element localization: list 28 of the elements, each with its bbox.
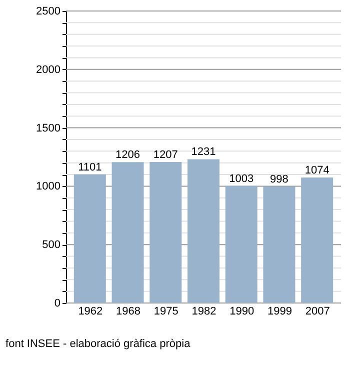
bar [112,162,144,303]
bar [225,186,258,303]
y-tick-label: 500 [42,239,60,252]
y-tick-label: 2500 [36,6,60,18]
bar [263,186,296,303]
y-tick-label: 1000 [36,180,60,193]
bar [301,178,334,303]
data-label: 1101 [78,161,102,174]
data-label: 998 [270,173,288,186]
x-tick-label: 1962 [78,306,103,318]
x-tick-label: 1968 [116,306,141,318]
y-tick-label: 0 [54,298,60,310]
x-tick-label: 1975 [154,306,178,318]
data-label: 1074 [304,164,330,177]
bar [150,162,182,303]
text: font INSEE - elaboració gràfica pròpia [6,338,192,350]
data-label: 1206 [116,149,140,162]
data-label: 1207 [153,149,178,162]
x-tick-label: 1990 [230,306,254,318]
data-label: 1003 [229,172,254,185]
x-tick-label: 1999 [267,306,292,318]
x-tick-label: 2007 [305,306,330,318]
y-tick-label: 2000 [36,64,60,76]
data-label: 1231 [191,146,216,158]
bar [74,174,106,303]
y-tick-label: 1500 [36,122,60,134]
bar [188,159,220,303]
x-tick-label: 1982 [192,306,216,318]
